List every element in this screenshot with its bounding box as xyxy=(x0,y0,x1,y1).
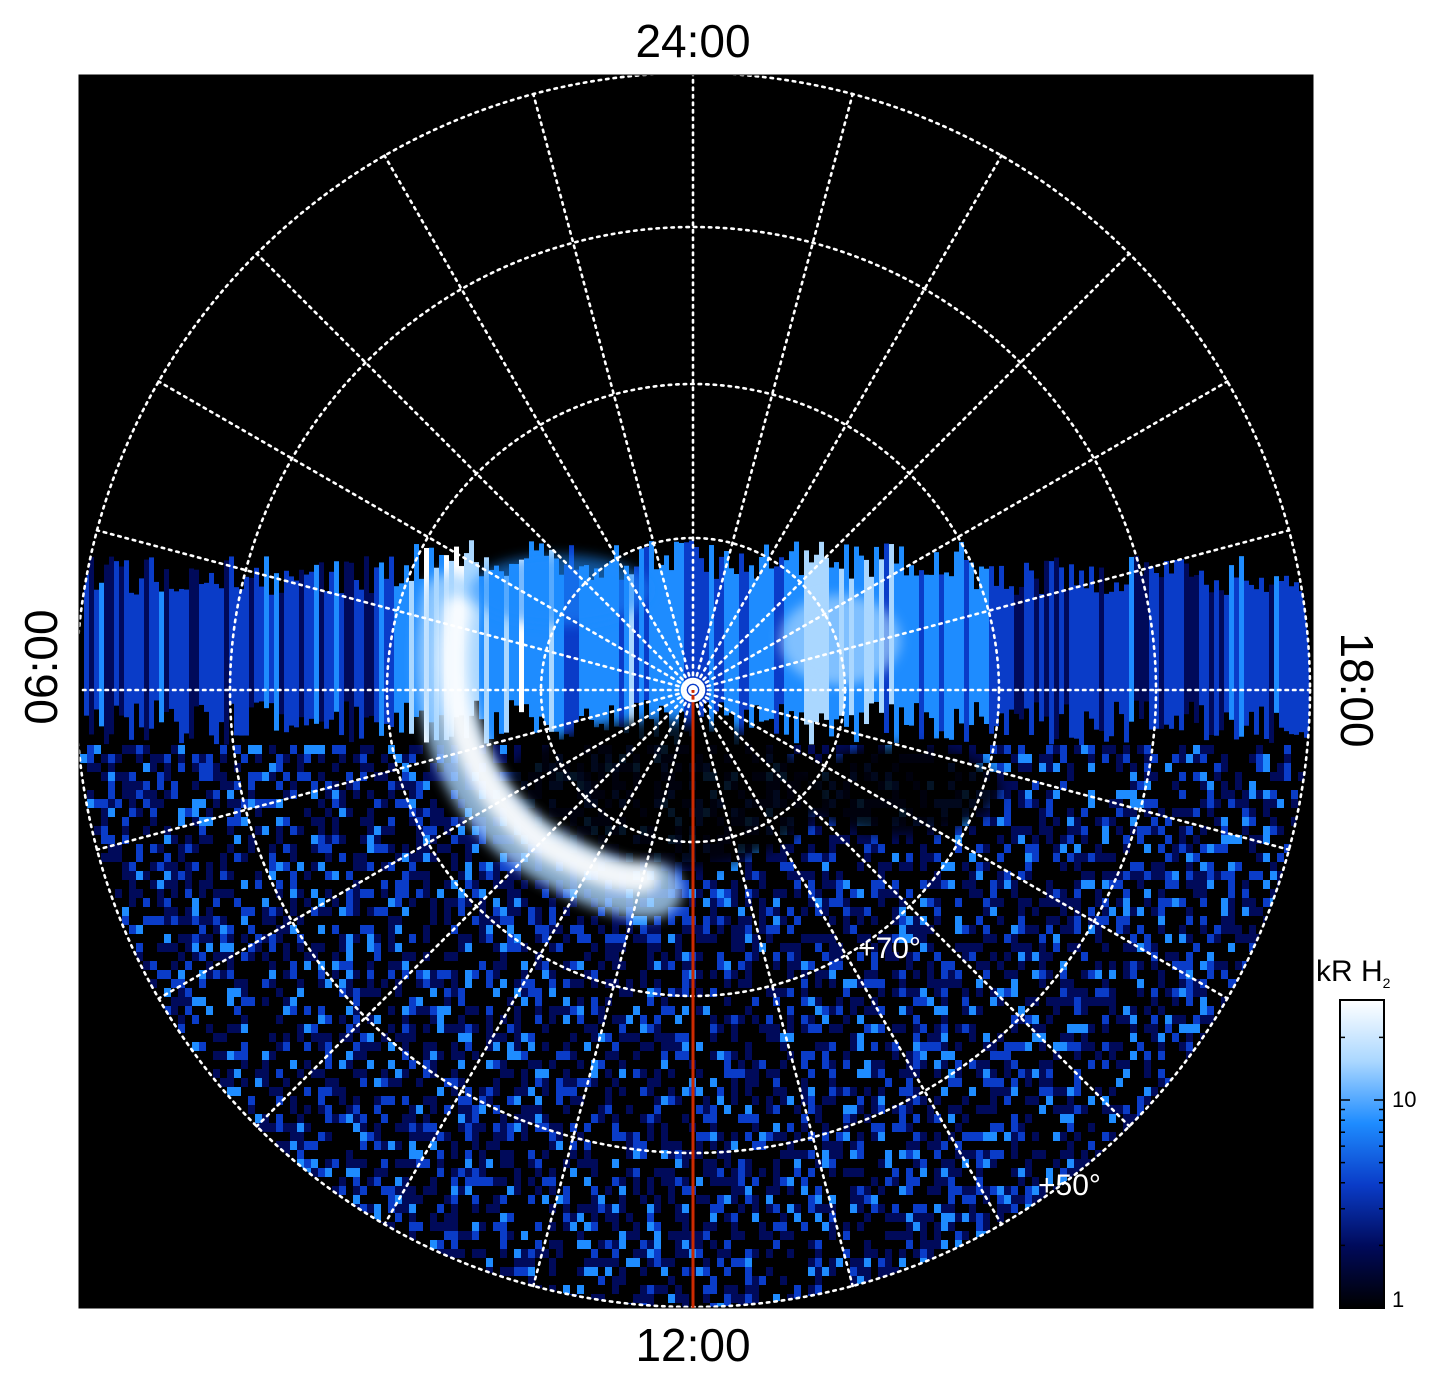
colorbar-minor-ticks xyxy=(1340,1036,1384,1247)
latitude-label-50: +50° xyxy=(1038,1169,1101,1202)
colorbar xyxy=(1339,999,1385,1309)
bright-auroral-arc xyxy=(416,555,900,919)
colorbar-title: kR H2 xyxy=(1316,955,1391,991)
pole-marker-inner xyxy=(688,685,698,695)
aurora-emission-map xyxy=(80,540,1310,1307)
polar-cap-dark-region-east xyxy=(800,745,1000,835)
latitude-label-70: +70° xyxy=(858,932,921,965)
pole-marker-outer xyxy=(680,677,706,703)
local-time-label-24: 24:00 xyxy=(635,15,751,67)
polar-cap-dark-region xyxy=(500,720,820,870)
local-time-label-12: 12:00 xyxy=(635,1319,751,1371)
colorbar-tick-10: 10 xyxy=(1392,1087,1417,1112)
colorbar-tick-1: 1 xyxy=(1392,1287,1405,1312)
